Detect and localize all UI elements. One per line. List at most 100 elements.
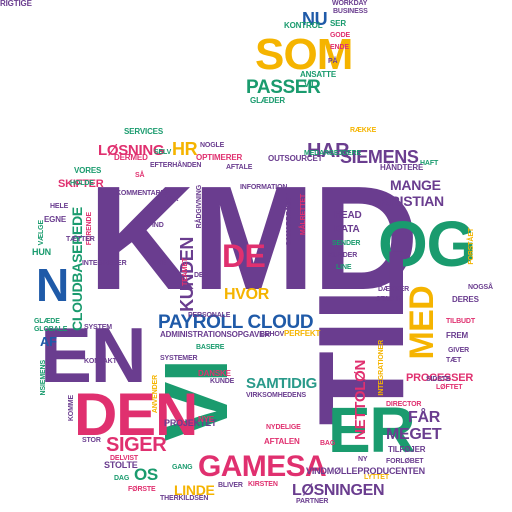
word-tilbudt: TILBUDT xyxy=(446,318,475,325)
word-glaeder: GLÆDER xyxy=(250,96,286,105)
word-gode: GODE xyxy=(330,32,351,39)
word-nye: NYE xyxy=(198,415,214,424)
word-af: AF xyxy=(40,334,57,349)
word-hele: HELE xyxy=(50,203,69,210)
word-cloudbaserede: CLOUDBASEREDE xyxy=(69,207,85,331)
word-giver: GIVER xyxy=(448,347,470,354)
word-sidste: SIDSTE xyxy=(426,376,451,383)
word-nydelige: NYDELIGE xyxy=(266,424,301,431)
word-services: SERVICES xyxy=(124,127,164,136)
word-os: OS xyxy=(134,465,158,484)
word-nsiemens: NSIEMENS xyxy=(40,360,47,396)
word-integrerer: INTEGRERER xyxy=(82,260,127,267)
word-ansatte: ANSATTE xyxy=(300,70,337,79)
word-forstaet: FORSTÅET xyxy=(468,228,475,265)
word-kommentarer: KOMMENTARER xyxy=(116,190,170,197)
word-raekke: RÆKKE xyxy=(350,127,377,134)
word-hun: HUN xyxy=(32,247,51,257)
word-anvender: ANVENDER xyxy=(152,375,159,414)
word-dag: DAG xyxy=(114,475,130,482)
word-vindmolleproducenten: VINDMØLLEPRODUCENTEN xyxy=(306,466,425,476)
word-vaelge: VÆLGE xyxy=(38,220,45,246)
word-nogle: NOGLE xyxy=(200,142,225,149)
word-ser: SER xyxy=(330,19,346,28)
word-bag: BAG xyxy=(320,440,336,447)
word-nettolon: NETTOLØN xyxy=(352,360,369,440)
word-komme: KOMME xyxy=(68,395,75,422)
word-aftalen: AFTALEN xyxy=(264,437,300,446)
word-stolte: STOLTE xyxy=(104,460,138,470)
word-ny: NY xyxy=(358,456,368,463)
word-behov: BEHOV xyxy=(260,331,285,338)
word-kontrol: KONTROL xyxy=(284,21,323,30)
word-far: FÅR xyxy=(408,409,440,426)
word-holde: HOLDE xyxy=(70,180,94,187)
word-har: HAR xyxy=(307,140,350,162)
word-gang: GANG xyxy=(172,464,193,471)
word-personale: PERSONALE xyxy=(188,312,231,319)
word-de: DE xyxy=(222,238,266,274)
word-dermed: DERMED xyxy=(114,153,148,162)
word-samtidig: SAMTIDIG xyxy=(246,375,317,392)
word-losning: LØSNING xyxy=(98,142,165,159)
word-rigtige: RIGTIGE xyxy=(0,0,32,8)
word-hvor: HVOR xyxy=(224,286,269,303)
word-gamesa: GAMESA xyxy=(198,450,327,483)
word-kmd: KMD xyxy=(88,156,419,321)
word-bliver: BLIVER xyxy=(218,482,243,489)
word-line: LINE xyxy=(336,264,352,271)
word-n: N xyxy=(36,259,69,311)
word-danske: DANSKE xyxy=(198,369,231,378)
word-ende: ENDE xyxy=(330,44,349,51)
word-systemer: SYSTEMER xyxy=(160,355,198,362)
word-taetter: TÆTTER xyxy=(66,236,95,243)
word-ind: IND xyxy=(152,222,164,229)
word-kirsten: KIRSTEN xyxy=(248,481,278,488)
word-handtere: HÅNDTERE xyxy=(380,163,424,172)
word-kunder: KUNDER xyxy=(328,252,358,259)
word-integrationer: INTEGRATIONER xyxy=(378,340,385,396)
word-passer: PASSER xyxy=(246,77,321,98)
word-med: MED xyxy=(403,286,441,360)
word-stadig: STADIG xyxy=(376,296,402,303)
word-stor: STOR xyxy=(82,437,101,444)
word-vores: VORES xyxy=(74,166,102,175)
word-ikke: IKKE xyxy=(150,260,167,267)
word-sa: SÅ xyxy=(135,172,145,179)
word-basere: BASERE xyxy=(196,344,225,351)
word-tak: TAK xyxy=(165,196,179,203)
word-forlobet: FORLØBET xyxy=(386,458,424,465)
word-selv: SELV xyxy=(154,149,172,156)
word-efterhanden: EFTERHÅNDEN xyxy=(150,162,202,169)
word-nogsa: NOGSÅ xyxy=(468,284,493,291)
word-lyttet: LYTTET xyxy=(364,474,389,481)
word-samarbejdet: SAMARBEJDET xyxy=(286,194,293,246)
word-pa: PÅ xyxy=(328,58,338,65)
word-globale: GLOBALE xyxy=(34,326,68,333)
word-den: DEN xyxy=(74,381,198,448)
word-malrettet: MÅLRETTET xyxy=(300,194,307,236)
word-linde: LINDE xyxy=(174,482,215,498)
word-loftet: LØFTET xyxy=(436,384,463,391)
word-medarbejdere: MEDARBEJDERE xyxy=(304,150,362,157)
word-frem: FREM xyxy=(446,331,469,340)
word-kristian: KRISTIAN xyxy=(380,193,444,209)
word-administrationsopgaver: ADMINISTRATIONSOPGAVER xyxy=(160,330,270,339)
word-hr: HR xyxy=(172,139,198,159)
word-director: DIRECTOR xyxy=(386,401,422,408)
word-virksomhedens: VIRKSOMHEDENS xyxy=(246,392,307,399)
word-siger: SIGER xyxy=(106,434,167,456)
word-nu: NU xyxy=(302,9,328,29)
word-deres: DERES xyxy=(452,295,479,304)
word-daekker: DÆKKER xyxy=(378,286,410,293)
word-meget: MEGET xyxy=(386,426,442,443)
word-data: DATA xyxy=(334,224,360,235)
word-outsourcet: OUTSOURCET xyxy=(268,154,323,163)
word-perfekt: PERFEKT xyxy=(284,329,321,338)
word-som: SOM xyxy=(255,30,353,79)
word-business: BUSINESS xyxy=(333,8,368,15)
word-glaede: GLÆDE xyxy=(34,318,60,325)
word-er: ER xyxy=(328,394,416,466)
word-head: HEAD xyxy=(334,210,362,221)
